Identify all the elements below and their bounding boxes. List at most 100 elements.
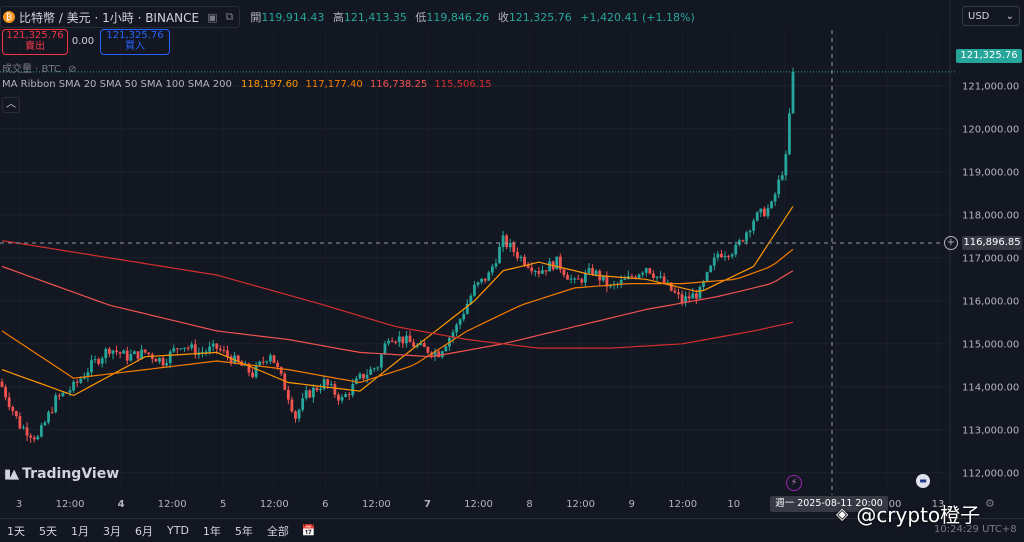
price-axis[interactable]: 112,000.00 113,000.00 114,000.00 115,000.00… <box>962 81 1019 479</box>
candle-body <box>548 261 552 272</box>
candle-body <box>537 270 541 274</box>
candle-body <box>505 235 509 248</box>
candle-body <box>727 255 730 257</box>
range-1m[interactable]: 1月 <box>71 524 89 538</box>
range-ytd[interactable]: YTD <box>167 524 189 537</box>
candle-body <box>759 208 763 213</box>
collapse-icon[interactable]: ▣ <box>207 10 218 24</box>
candle-body <box>526 264 530 268</box>
y-tick-label: 118,000.00 <box>962 210 1019 221</box>
candle-body <box>473 284 476 296</box>
candle-body <box>455 324 458 333</box>
candle-body <box>32 437 36 440</box>
range-3m[interactable]: 3月 <box>103 524 121 538</box>
candle-body <box>340 397 344 401</box>
collapse-legend-button[interactable]: ︿ <box>2 97 20 113</box>
candle-body <box>39 425 43 437</box>
range-1y[interactable]: 1年 <box>202 524 221 538</box>
candle-body <box>172 348 176 352</box>
x-tick-label: 7 <box>424 499 431 510</box>
candle-body <box>125 350 129 361</box>
candle-body <box>329 384 333 386</box>
candle-body <box>79 378 83 383</box>
candle-body <box>322 379 326 389</box>
candle-body <box>279 366 283 374</box>
candle-body <box>111 350 115 354</box>
event-flash-icon[interactable]: ⚡ <box>786 475 802 491</box>
candle-body <box>43 422 47 426</box>
candle-body <box>530 267 534 272</box>
economic-event-flag-icon[interactable]: ▬ <box>916 474 930 488</box>
add-alert-icon[interactable]: + <box>944 236 958 250</box>
candle-body <box>383 343 387 355</box>
candle-body <box>379 354 383 368</box>
candle-body <box>465 303 469 314</box>
candle-body <box>784 154 788 176</box>
candle-body <box>272 355 276 363</box>
sma-20-value: 118,197.60 <box>241 79 299 90</box>
candle-body <box>669 282 673 291</box>
buy-button[interactable]: 121,325.76 買入 <box>100 29 170 55</box>
candle-body <box>369 369 373 375</box>
candle-body <box>519 256 523 259</box>
x-tick-label: 4 <box>118 499 125 510</box>
y-tick-label: 120,000.00 <box>962 124 1019 135</box>
candle-body <box>720 253 723 258</box>
range-5d[interactable]: 5天 <box>39 524 57 538</box>
x-tick-label: 12:00 <box>362 499 391 510</box>
candle-body <box>154 358 158 362</box>
candle-body <box>469 295 473 304</box>
tradingview-logo[interactable]: ▮▲ TradingView <box>4 466 120 482</box>
candle-body <box>752 220 756 231</box>
ohlc-legend: 開119,914.43 高121,413.35 低119,846.26 收121… <box>250 11 695 24</box>
candle-body <box>14 411 18 417</box>
x-tick-label: 13 <box>932 499 945 510</box>
candle-body <box>580 279 584 283</box>
candle-body <box>222 350 226 352</box>
candle-body <box>247 363 251 373</box>
range-5y[interactable]: 5年 <box>234 524 253 538</box>
candle-body <box>780 175 784 180</box>
candle-body <box>609 285 612 287</box>
eye-off-icon[interactable]: ⊘ <box>68 64 77 75</box>
candle-body <box>684 296 688 303</box>
candle-body <box>508 242 512 248</box>
candle-body <box>54 395 58 413</box>
range-6m[interactable]: 6月 <box>135 524 153 538</box>
ma-ribbon-legend[interactable]: MA Ribbon SMA 20 SMA 50 SMA 100 SMA 200 … <box>2 79 492 90</box>
candle-body <box>788 113 791 155</box>
calendar-icon[interactable]: 📅 <box>301 524 316 537</box>
candle-body <box>72 381 75 391</box>
candle-body <box>394 341 398 343</box>
candle-body <box>762 208 766 217</box>
candle-body <box>218 348 222 351</box>
candle-body <box>741 240 745 242</box>
currency-select[interactable]: USD ⌄ <box>962 6 1020 26</box>
gear-icon[interactable]: ⚙ <box>985 497 995 510</box>
candle-body <box>143 349 147 353</box>
sma-line-sma100 <box>1 265 794 358</box>
candle-body <box>204 351 208 353</box>
candle-body <box>337 394 340 401</box>
sma-200-value: 115,506.15 <box>434 79 492 90</box>
spread-value: 0.00 <box>71 36 95 47</box>
candle-body <box>308 390 312 398</box>
bitcoin-icon: ₿ <box>3 11 15 23</box>
candle-body <box>57 395 61 397</box>
compare-icon[interactable]: ⧉ <box>225 10 234 23</box>
candle-body <box>673 290 677 293</box>
candle-body <box>347 394 351 396</box>
sell-button[interactable]: 121,325.76 賣出 <box>2 29 68 55</box>
range-1d[interactable]: 1天 <box>7 524 25 538</box>
candle-body <box>555 256 559 270</box>
candle-body <box>165 363 169 366</box>
candle-body <box>158 357 161 362</box>
y-tick-label: 121,000.00 <box>962 81 1019 92</box>
candle-body <box>523 256 526 265</box>
candle-body <box>512 242 516 252</box>
range-all[interactable]: 全部 <box>266 524 289 538</box>
symbol-selector[interactable]: ₿ 比特幣 / 美元 · 1小時 · BINANCE ▣ ⧉ <box>0 6 241 28</box>
volume-legend[interactable]: 成交量 · BTC ⊘ <box>2 64 77 75</box>
y-tick-label: 116,000.00 <box>962 296 1019 307</box>
candle-body <box>501 235 505 248</box>
